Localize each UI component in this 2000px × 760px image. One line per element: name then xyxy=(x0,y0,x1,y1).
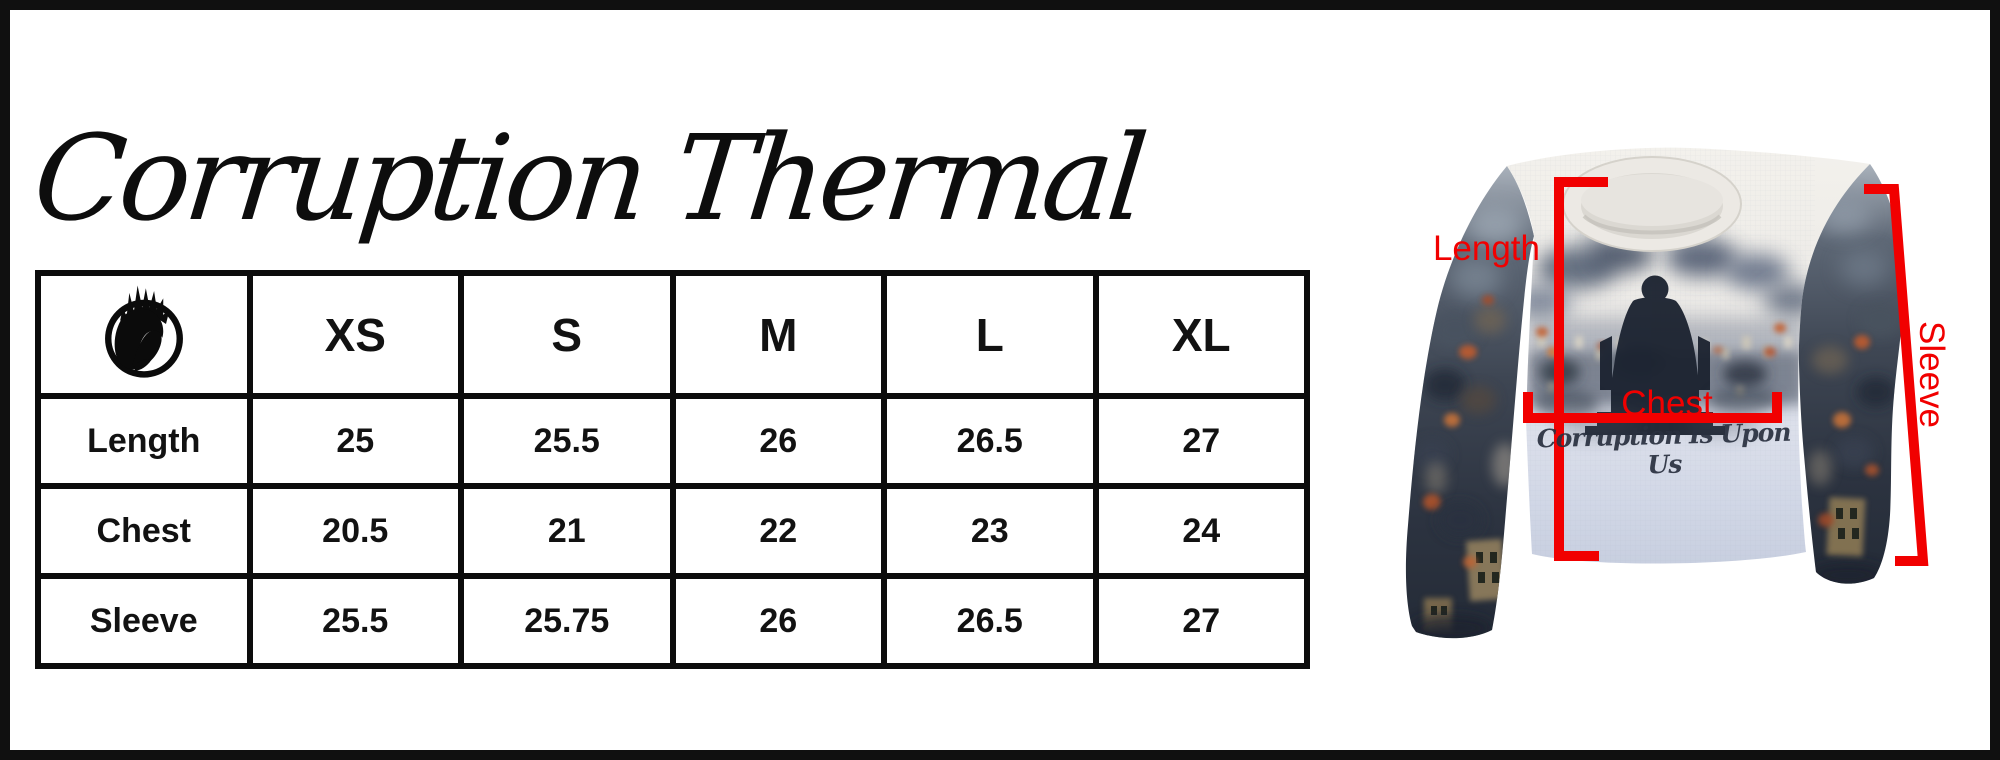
size-value-cell: 26.5 xyxy=(881,393,1099,489)
size-value-cell: 25.5 xyxy=(246,573,464,669)
size-value-cell: 25 xyxy=(246,393,464,489)
size-value-cell: 27 xyxy=(1092,573,1310,669)
size-column-header-s: S xyxy=(458,270,676,399)
shirt-diagram-graphic xyxy=(1405,147,1929,639)
sleeve-bracket-line xyxy=(1864,184,1929,566)
size-column-header-xl: XL xyxy=(1092,270,1310,399)
size-value-cell: 22 xyxy=(669,483,887,579)
size-value-cell: 24 xyxy=(1092,483,1310,579)
size-value-cell: 26 xyxy=(669,393,887,489)
despair-figure-logo-icon xyxy=(104,285,183,378)
size-table: XS S M L XL Length 25 25.5 26 26.5 27 Ch… xyxy=(35,270,1310,669)
logo-cell xyxy=(35,270,253,399)
length-annotation-label: Length xyxy=(1432,229,1540,268)
size-value-cell: 26.5 xyxy=(881,573,1099,669)
size-value-cell: 20.5 xyxy=(246,483,464,579)
left-sleeve xyxy=(1405,166,1534,639)
table-row-length: Length 25 25.5 26 26.5 27 xyxy=(35,393,1310,489)
page-title: Corruption Thermal xyxy=(27,109,1149,247)
shirt-print-text: Corruption Is Upon Us xyxy=(1536,417,1791,480)
size-value-cell: 27 xyxy=(1092,393,1310,489)
size-column-header-l: L xyxy=(881,270,1099,399)
size-value-cell: 21 xyxy=(458,483,676,579)
table-header-row: XS S M L XL xyxy=(35,270,1310,399)
chest-bracket-line xyxy=(1523,392,1782,423)
logo-wrap xyxy=(41,280,247,390)
size-value-cell: 25.5 xyxy=(458,393,676,489)
length-bracket-line xyxy=(1554,177,1608,561)
sleeve-annotation-label: Sleeve xyxy=(1912,321,1951,429)
measurement-row-label: Sleeve xyxy=(35,573,253,669)
table-row-sleeve: Sleeve 25.5 25.75 26 26.5 27 xyxy=(35,573,1310,669)
size-column-header-m: M xyxy=(669,270,887,399)
size-value-cell: 26 xyxy=(669,573,887,669)
measurement-row-label: Length xyxy=(35,393,253,489)
size-column-header-xs: XS xyxy=(246,270,464,399)
measurement-row-label: Chest xyxy=(35,483,253,579)
size-value-cell: 25.75 xyxy=(458,573,676,669)
chest-annotation-label: Chest xyxy=(1621,384,1713,423)
size-value-cell: 23 xyxy=(881,483,1099,579)
shirt-collar xyxy=(1562,156,1742,252)
table-row-chest: Chest 20.5 21 22 23 24 xyxy=(35,483,1310,579)
